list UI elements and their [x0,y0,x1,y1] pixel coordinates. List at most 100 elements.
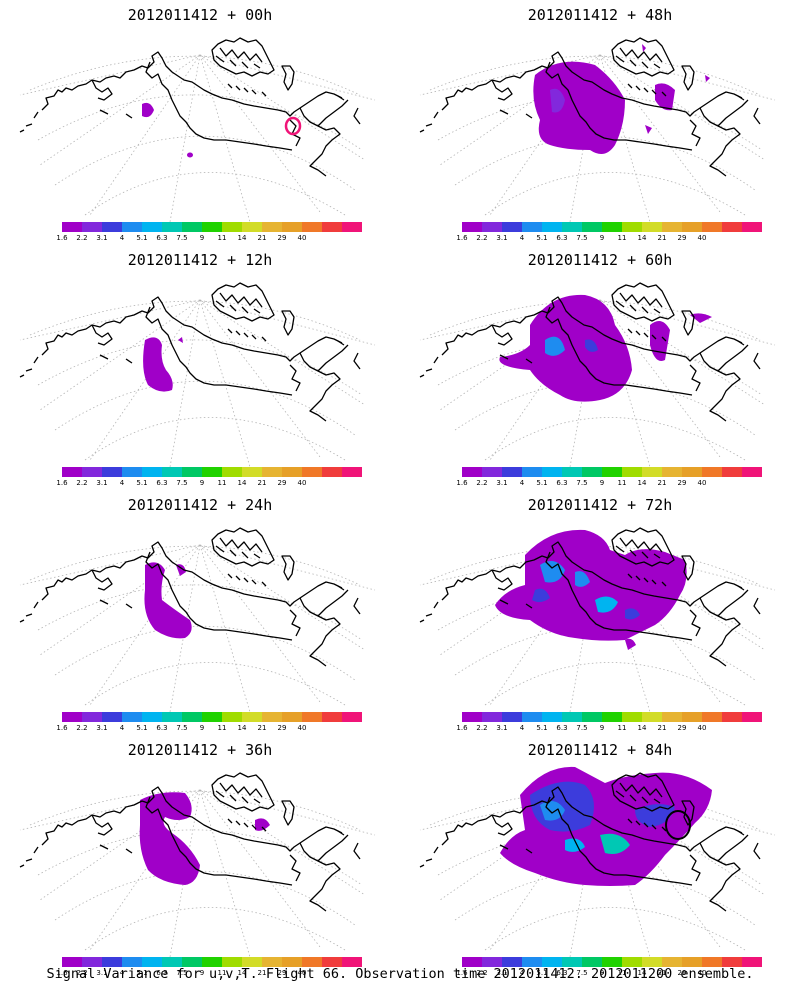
colorbar-swatch [502,467,522,477]
colorbar-swatch [582,467,602,477]
colorbar-swatch [122,467,142,477]
colorbar-swatch [182,957,202,967]
variance-region [625,608,640,620]
colorbar-tick-label: 6.3 [556,969,568,977]
colorbar-tick-label: 6.3 [156,479,168,487]
panel-title: 2012011412 + 48h [527,6,673,24]
colorbar-tick-label: 2.2 [76,969,88,977]
colorbar-swatch [582,712,602,722]
colorbar-tick-label: 9 [599,724,605,732]
colorbar-tick-label: 21 [257,479,267,487]
colorbar-tick-label: 7.5 [176,724,188,732]
panel-title: 2012011412 + 12h [127,251,273,269]
colorbar-swatch [642,712,662,722]
colorbar-tick-label: 14 [237,969,247,977]
colorbar-swatch [202,467,222,477]
colorbar-tick-label: 1.6 [56,234,68,242]
colorbar-swatch [542,222,562,232]
map-panel-12h: 2012011412 + 12h 1.6 2.2 3.1 4 5.1 6.3 7.5 9 11 1… [0,245,400,487]
colorbar-swatch [62,957,82,967]
colorbar-swatch [622,957,642,967]
colorbar-swatch [722,712,742,722]
colorbar-swatch [742,467,762,477]
colorbar-swatch [202,712,222,722]
variance-region [545,336,565,356]
variance-region [143,337,173,392]
colorbar-tick-label: 21 [657,969,667,977]
variance-patch [642,44,646,52]
colorbar-tick-label: 6.3 [156,969,168,977]
colorbar-tick-label: 21 [257,969,267,977]
colorbar-tick-label: 3.1 [496,479,508,487]
colorbar-tick-label: 40 [297,234,307,242]
colorbar [462,957,762,967]
colorbar-swatch [682,467,702,477]
variance-map [19,37,376,223]
colorbar-tick-label: 2.2 [476,479,488,487]
colorbar-swatch [302,957,322,967]
colorbar-swatch [702,957,722,967]
variance-map [419,282,776,468]
colorbar-swatch [682,222,702,232]
variance-region [585,339,598,352]
colorbar-swatch [82,222,102,232]
map-panel-72h: 2012011412 + 72h 1.6 2.2 3.1 4 5.1 6.3 7.5 9 11 1… [400,490,800,732]
colorbar-tick-label: 3.1 [496,234,508,242]
colorbar-tick-label: 21 [257,724,267,732]
panel-title: 2012011412 + 00h [127,6,273,24]
colorbar [62,467,362,477]
colorbar-tick-label: 3.1 [96,724,108,732]
colorbar-tick-label: 29 [677,969,687,977]
variance-map [19,527,376,713]
colorbar-swatch [482,957,502,967]
colorbar-swatch [602,957,622,967]
colorbar [62,222,362,232]
colorbar-tick-label: 5.1 [136,724,148,732]
panel-title: 2012011412 + 36h [127,741,273,759]
colorbar-tick-label: 1.6 [56,479,68,487]
colorbar-swatch [522,222,542,232]
colorbar-tick-label: 6.3 [156,234,168,242]
colorbar-swatch [322,712,342,722]
colorbar-swatch [82,957,102,967]
colorbar-swatch [742,712,762,722]
variance-region [499,294,632,402]
colorbar-tick-label: 7.5 [176,479,188,487]
colorbar-swatch [322,957,342,967]
colorbar-tick-label: 1.6 [456,479,468,487]
panel-title: 2012011412 + 72h [527,496,673,514]
colorbar-swatch [342,467,362,477]
colorbar-swatch [662,712,682,722]
map-panel-48h: 2012011412 + 48h 1.6 2.2 3.1 4 5.1 6.3 7.5 9 11 1… [400,0,800,242]
colorbar-swatch [242,712,262,722]
colorbar-swatch [222,222,242,232]
colorbar-swatch [582,222,602,232]
colorbar-tick-label: 11 [617,969,627,977]
colorbar-tick-label: 29 [277,479,287,487]
colorbar-tick-label: 5.1 [136,479,148,487]
colorbar-tick-label: 1.6 [456,234,468,242]
colorbar-tick-label: 29 [277,724,287,732]
figure-caption: Signal Variance for u,v,T. Flight 66. Ob… [46,966,754,982]
variance-patch [625,638,636,650]
colorbar-swatch [602,222,622,232]
panel-title: 2012011412 + 84h [527,741,673,759]
colorbar-swatch [342,222,362,232]
colorbar-tick-label: 2.2 [76,234,88,242]
variance-region [144,562,192,639]
colorbar-swatch [562,467,582,477]
map-panel-24h: 2012011412 + 24h 1.6 2.2 3.1 4 5.1 6.3 7.5 9 11 1… [0,490,400,732]
variance-map [19,772,376,958]
colorbar-swatch [122,222,142,232]
colorbar-tick-label: 14 [237,479,247,487]
colorbar-swatch [462,222,482,232]
colorbar [462,467,762,477]
variance-map [19,282,376,468]
colorbar-swatch [662,222,682,232]
variance-patch [255,818,270,831]
variance-region [532,588,550,603]
colorbar-tick-label: 6.3 [556,234,568,242]
colorbar-tick-label: 2.2 [76,724,88,732]
variance-map [419,766,776,958]
colorbar-tick-label: 21 [657,724,667,732]
